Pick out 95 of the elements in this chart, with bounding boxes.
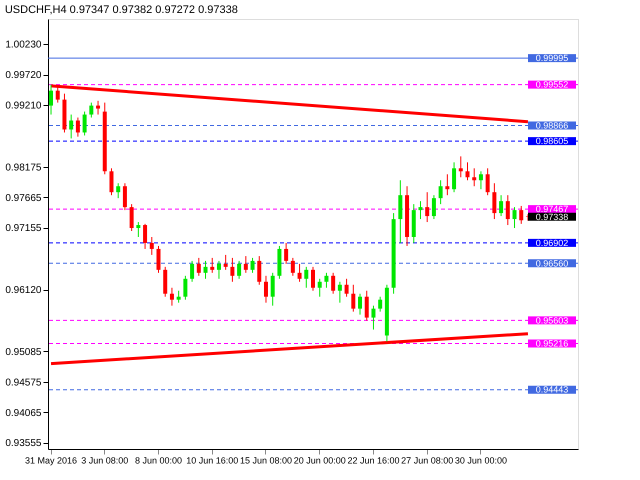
- candlestick: [364, 290, 369, 322]
- y-tick-label: 0.98175: [5, 162, 42, 174]
- y-tick-label: 0.94065: [5, 408, 42, 419]
- candlestick: [130, 204, 134, 232]
- candlestick: [290, 257, 295, 276]
- candlestick: [224, 254, 228, 270]
- ref-line-label: 0.99995: [536, 53, 568, 64]
- ref-line-label: 0.99552: [536, 80, 568, 90]
- candlestick: [298, 263, 302, 282]
- x-tick-label: 3 Jun 08:00: [81, 456, 128, 466]
- candlestick: [452, 162, 456, 193]
- candlestick: [331, 272, 336, 294]
- candlestick: [156, 245, 160, 274]
- x-tick-label: 31 May 2016: [25, 456, 78, 466]
- chart-title: USDCHF,H4 0.97347 0.97382 0.97272 0.97338: [4, 4, 238, 16]
- candlestick: [351, 284, 356, 312]
- candlestick: [432, 194, 436, 220]
- candlestick: [284, 242, 288, 264]
- candlestick: [425, 192, 430, 223]
- candlestick: [196, 257, 201, 276]
- ref-line-label: 0.96560: [536, 258, 568, 268]
- candlestick: [371, 305, 376, 330]
- candlestick: [324, 272, 328, 288]
- ref-line-label: 0.94443: [536, 384, 568, 395]
- ref-line-label: 0.98605: [536, 136, 568, 146]
- x-tick-label: 8 Jun 00:00: [134, 456, 182, 466]
- candlestick: [230, 257, 234, 282]
- candlestick: [190, 260, 194, 282]
- candlestick: [264, 275, 268, 304]
- candlestick: [338, 281, 342, 304]
- candlestick: [89, 102, 94, 118]
- text: 0.97338: [536, 212, 568, 222]
- x-tick-label: 30 Jun 00:00: [454, 456, 507, 466]
- candlestick: [136, 222, 140, 238]
- candlestick: [318, 278, 322, 298]
- candlestick: [76, 117, 80, 138]
- candlestick: [257, 256, 262, 286]
- candlestick: [311, 266, 315, 292]
- candlestick: [176, 290, 181, 304]
- y-tick-label: 1.00230: [5, 40, 42, 51]
- candlestick: [478, 170, 483, 190]
- ref-line-label: 0.95216: [536, 338, 568, 349]
- candlestick: [122, 182, 127, 211]
- candlestick: [506, 194, 510, 226]
- candlestick: [458, 156, 463, 178]
- candlestick: [250, 257, 255, 274]
- x-tick-label: 20 Jun 00:00: [294, 456, 346, 466]
- candlestick: [499, 194, 504, 217]
- y-tick-label: 0.97665: [5, 192, 42, 204]
- candlestick: [358, 293, 362, 316]
- y-tick-label: 0.95085: [5, 346, 42, 358]
- candlestick: [49, 84, 54, 116]
- candlestick: [69, 114, 74, 139]
- candlestick: [270, 272, 275, 306]
- candlestick: [418, 200, 422, 220]
- candlestick: [204, 260, 208, 280]
- candlestick: [519, 205, 524, 224]
- candlestick: [170, 287, 174, 306]
- candlestick: [216, 260, 221, 280]
- candlestick: [512, 206, 517, 229]
- y-tick-label: 0.99720: [5, 70, 42, 82]
- candlestick: [116, 182, 120, 199]
- candlestick: [244, 256, 248, 274]
- candlestick: [466, 162, 470, 181]
- candlestick: [492, 182, 496, 220]
- candlestick: [344, 278, 349, 298]
- y-tick-label: 0.97155: [5, 223, 42, 234]
- candlestick: [472, 168, 476, 187]
- candlestick: [304, 266, 308, 288]
- x-tick-label: 27 Jun 08:00: [401, 456, 454, 466]
- candlestick: [96, 100, 100, 116]
- candlestick: [163, 266, 168, 298]
- candlestick: [150, 236, 154, 256]
- x-tick-label: 10 Jun 16:00: [186, 456, 238, 466]
- candlestick: [237, 260, 242, 280]
- candlestick: [143, 223, 148, 250]
- candlestick: [486, 168, 490, 196]
- candlestick: [438, 180, 443, 205]
- candlestick: [183, 275, 188, 300]
- candlestick: [109, 168, 114, 196]
- ref-line-label: 0.98866: [536, 120, 568, 131]
- candlestick: [378, 296, 382, 312]
- x-tick-label: 15 Jun 08:00: [240, 456, 292, 466]
- y-tick-label: 0.93555: [5, 438, 42, 450]
- y-tick-label: 0.99210: [5, 100, 42, 112]
- ref-line-label: 0.96902: [536, 238, 568, 248]
- ref-line-label: 0.97467: [536, 204, 568, 214]
- candlestick: [210, 257, 214, 274]
- candlestick: [445, 174, 450, 196]
- ref-line-label: 0.95603: [536, 315, 568, 326]
- candlestick: [398, 180, 402, 244]
- candlestick: [82, 111, 87, 136]
- y-tick-label: 0.96120: [5, 285, 42, 296]
- y-tick-label: 0.94575: [5, 377, 42, 388]
- x-tick-label: 22 Jun 16:00: [347, 456, 400, 466]
